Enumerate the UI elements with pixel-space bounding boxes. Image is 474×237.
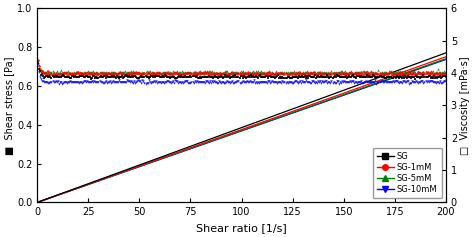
Legend: SG, SG-1mM, SG-5mM, SG-10mM: SG, SG-1mM, SG-5mM, SG-10mM: [373, 148, 442, 198]
X-axis label: Shear ratio [1/s]: Shear ratio [1/s]: [196, 223, 287, 233]
Y-axis label: □  Viscosity [mPa·s]: □ Viscosity [mPa·s]: [460, 56, 470, 155]
Y-axis label: ■  Shear stress [Pa]: ■ Shear stress [Pa]: [4, 56, 14, 155]
